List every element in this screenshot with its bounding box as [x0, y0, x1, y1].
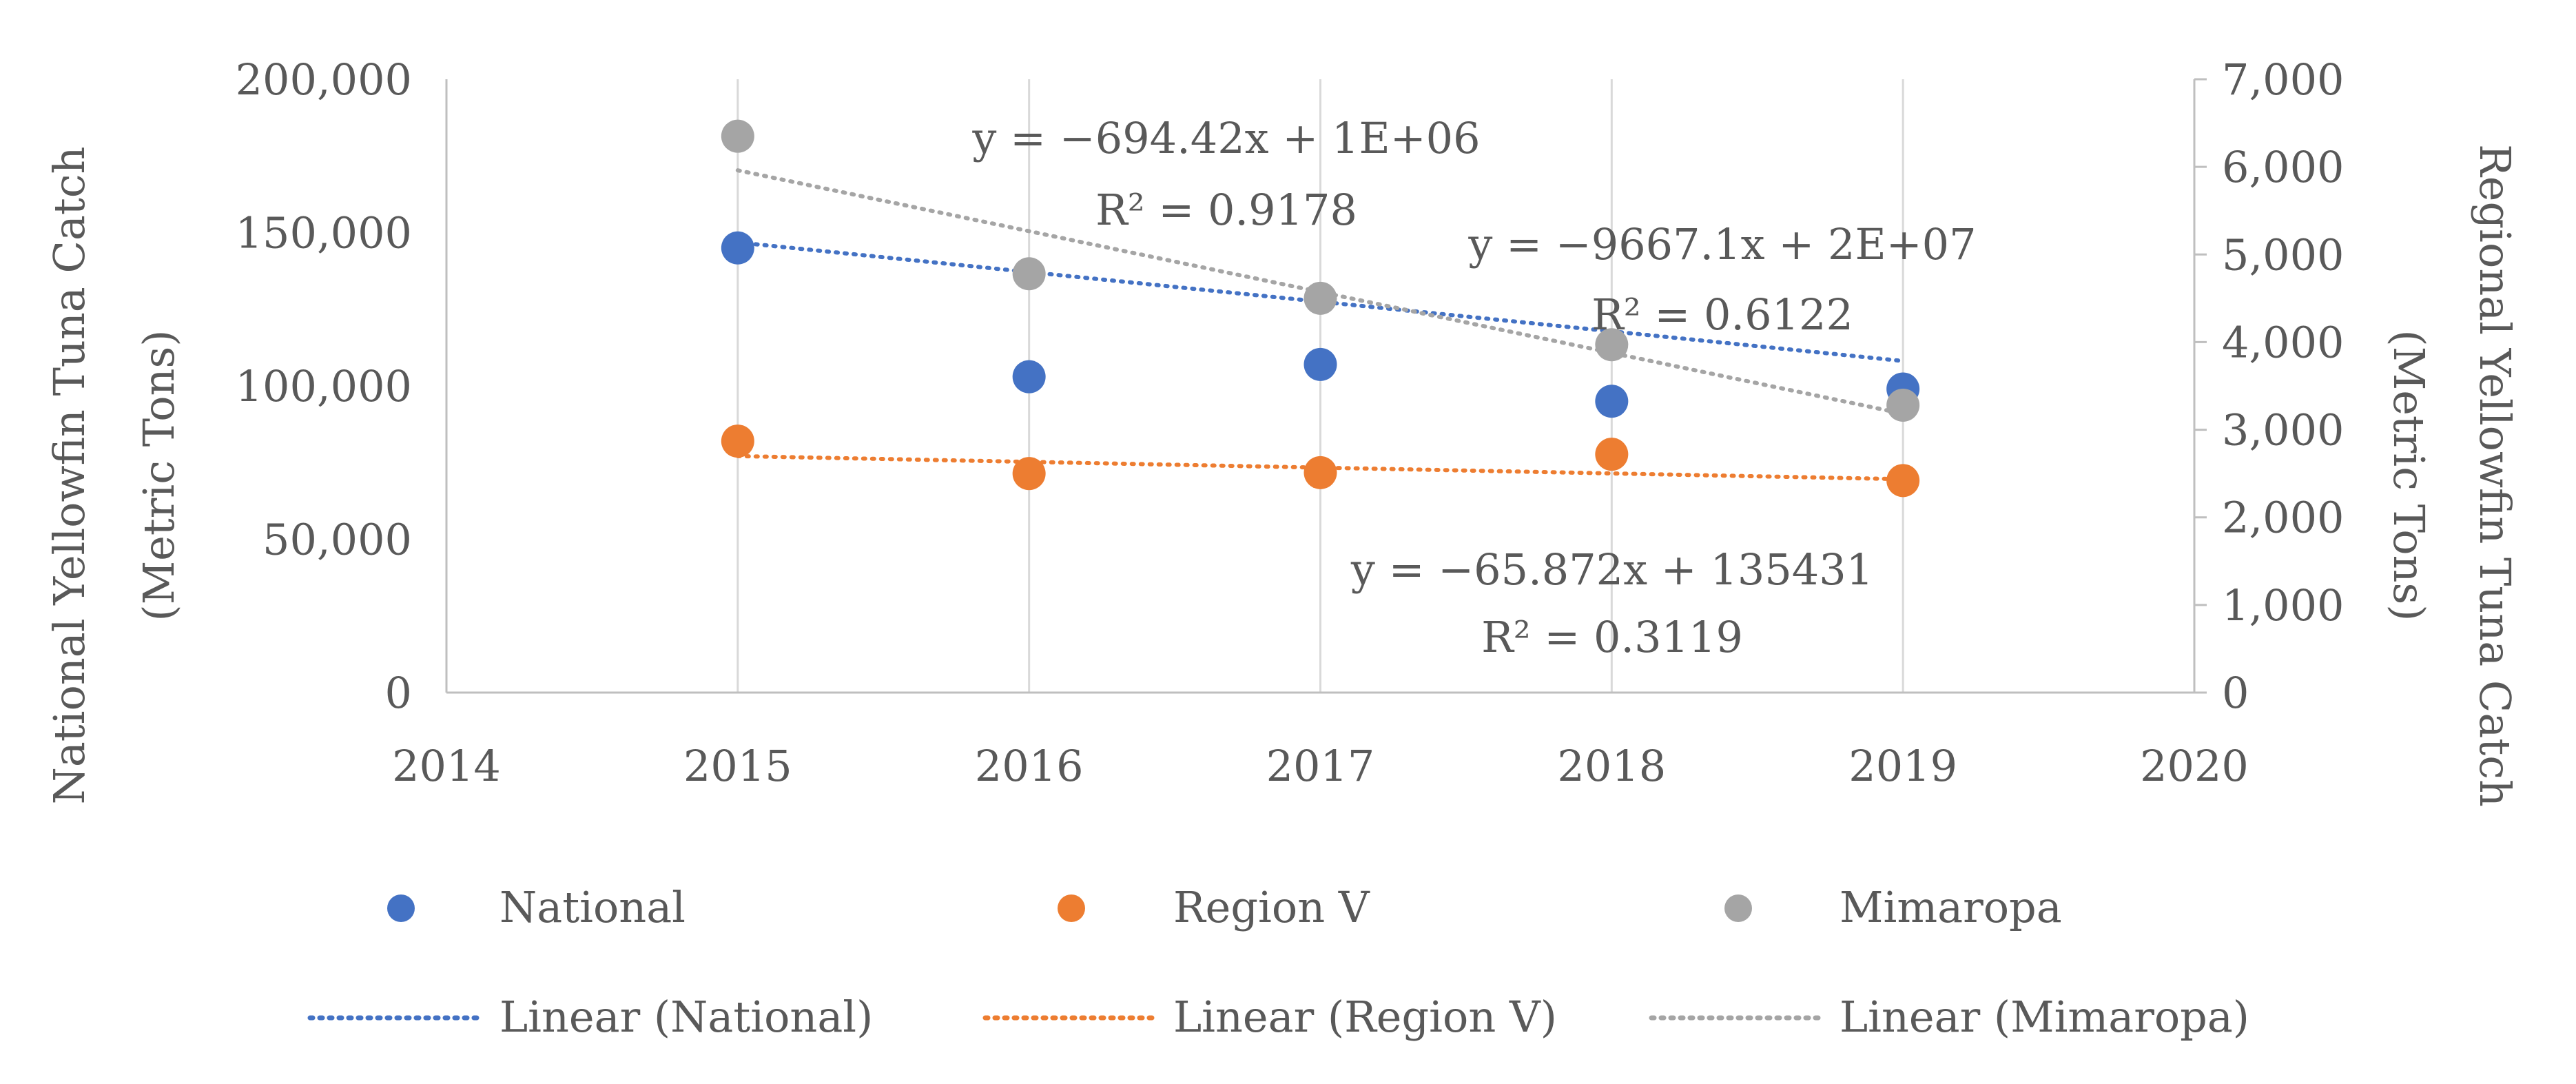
- trend-r2-national: R² = 0.6122: [1591, 289, 1853, 340]
- trend-equation-national: y = −9667.1x + 2E+07: [1467, 219, 1976, 269]
- legend-label-linear-national: Linear (National): [499, 992, 873, 1042]
- trend-r2-mimaropa: R² = 0.9178: [1095, 185, 1357, 235]
- point-mimaropa-2018: [1595, 328, 1629, 362]
- left-tick-label-150000: 150,000: [236, 208, 412, 258]
- legend: National Region V Mimaropa Linear (Natio…: [307, 882, 2249, 1042]
- right-axis-title-line1: Regional Yellowfin Tuna Catch: [2470, 144, 2520, 807]
- point-mimaropa-2015: [721, 119, 754, 153]
- legend-label-linear-region-v: Linear (Region V): [1173, 992, 1557, 1042]
- legend-label-region-v: Region V: [1173, 882, 1370, 932]
- legend-marker-mimaropa: [1724, 894, 1752, 922]
- point-region-v-2015: [721, 425, 754, 458]
- left-axis-title-line2: (Metric Tons): [134, 330, 184, 622]
- right-tick-label-0: 0: [2222, 668, 2249, 718]
- point-region-v-2018: [1595, 438, 1629, 471]
- legend-label-mimaropa: Mimaropa: [1840, 882, 2062, 932]
- right-tick-label-2000: 2,000: [2222, 493, 2345, 543]
- point-region-v-2019: [1886, 464, 1920, 498]
- data-points: [721, 119, 1920, 498]
- right-tick-label-7000: 7,000: [2222, 54, 2345, 105]
- legend-marker-region-v: [1058, 894, 1085, 922]
- right-tick-label-1000: 1,000: [2222, 580, 2345, 631]
- legend-label-national: National: [499, 882, 686, 932]
- x-tick-label-2016: 2016: [975, 741, 1084, 791]
- x-tick-label-2020: 2020: [2140, 741, 2249, 791]
- trend-equation-mimaropa: y = −694.42x + 1E+06: [971, 113, 1480, 163]
- x-tick-label-2019: 2019: [1848, 741, 1957, 791]
- point-national-2017: [1304, 347, 1337, 381]
- legend-label-linear-mimaropa: Linear (Mimaropa): [1840, 992, 2249, 1042]
- x-tick-label-2014: 2014: [392, 741, 501, 791]
- left-tick-label-50000: 50,000: [262, 515, 412, 565]
- left-tick-label-0: 0: [385, 668, 412, 718]
- point-mimaropa-2017: [1304, 281, 1337, 315]
- trend-equation-region-v: y = −65.872x + 135431: [1350, 544, 1873, 595]
- point-region-v-2016: [1012, 457, 1046, 491]
- point-national-2018: [1595, 385, 1629, 418]
- right-axis-title-line2: (Metric Tons): [2384, 330, 2434, 622]
- point-mimaropa-2016: [1012, 257, 1046, 291]
- left-tick-label-200000: 200,000: [236, 54, 412, 105]
- point-national-2016: [1012, 360, 1046, 393]
- x-tick-label-2015: 2015: [683, 741, 792, 791]
- point-region-v-2017: [1304, 456, 1337, 489]
- right-tick-label-6000: 6,000: [2222, 142, 2345, 192]
- left-axis-title-line1: National Yellowfin Tuna Catch: [44, 147, 94, 805]
- x-tick-label-2017: 2017: [1266, 741, 1375, 791]
- right-tick-label-5000: 5,000: [2222, 229, 2345, 280]
- point-national-2015: [721, 231, 754, 265]
- left-tick-label-100000: 100,000: [236, 361, 412, 411]
- point-mimaropa-2019: [1886, 388, 1920, 422]
- right-tick-label-3000: 3,000: [2222, 405, 2345, 456]
- gridlines: [736, 79, 2196, 693]
- x-tick-label-2018: 2018: [1557, 741, 1666, 791]
- tick-labels: 2014 2015 2016 2017 2018 2019 2020 0 50,000 100,0…: [236, 54, 2345, 791]
- axes: [445, 78, 2207, 694]
- right-tick-label-4000: 4,000: [2222, 317, 2345, 367]
- legend-marker-national: [387, 894, 415, 922]
- trend-r2-region-v: R² = 0.3119: [1481, 612, 1743, 662]
